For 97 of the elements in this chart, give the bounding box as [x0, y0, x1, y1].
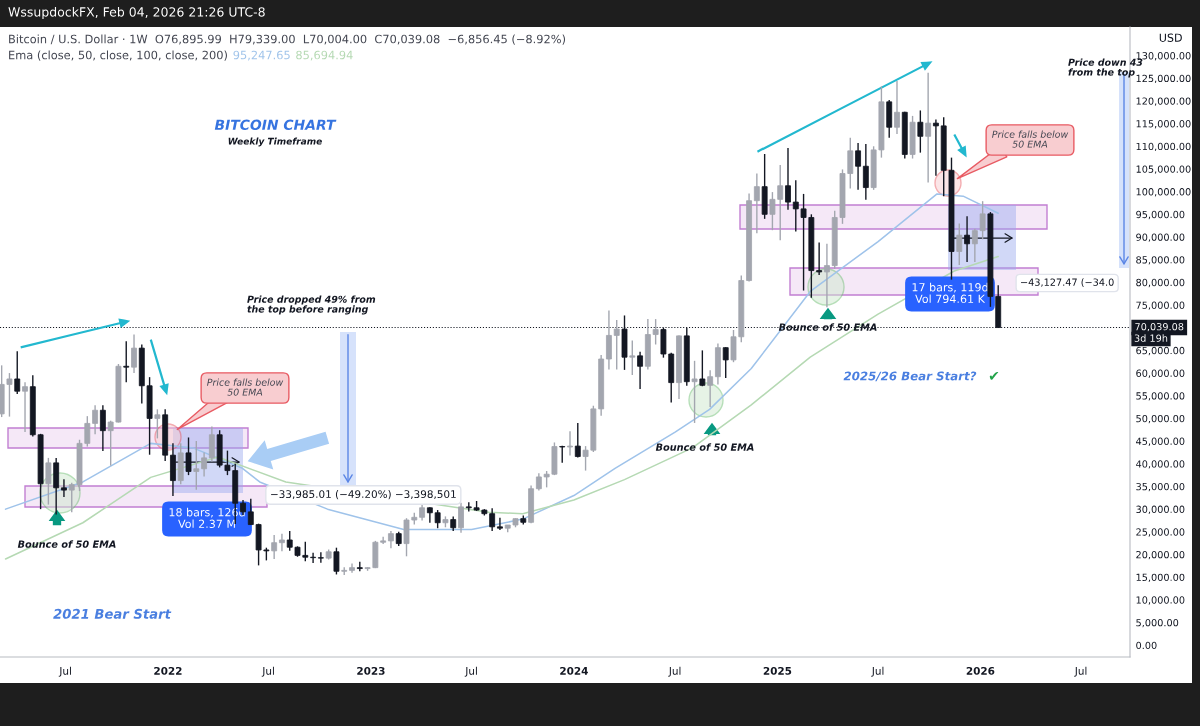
text: BITCOIN CHART: [214, 119, 337, 131]
candlestick: [707, 369, 714, 408]
candlestick: [894, 80, 900, 135]
annotation: Ema (close, 50, close, 100, close, 200): [9, 50, 227, 61]
y-tick-label: 45,000.00: [1136, 437, 1185, 446]
candlestick: [637, 351, 643, 390]
annotation: ✔: [989, 372, 999, 380]
ref-line-label: 70,039.08: [1135, 323, 1184, 332]
y-tick-label: 95,000.00: [1136, 210, 1185, 220]
y-tick-label: 80,000.00: [1136, 278, 1185, 288]
annotation: Price falls below 50 EMA: [992, 130, 1069, 148]
y-tick-label: 55,000.00: [1136, 392, 1185, 401]
annotation: Bounce of 50 EMA: [655, 443, 754, 451]
y-tick-label: 25,000.00: [1136, 528, 1185, 537]
x-tick-label: 2022: [154, 666, 182, 675]
candlestick: [917, 109, 924, 154]
y-tick-label: 0.00: [1136, 641, 1157, 650]
x-tick-label: 2024: [560, 666, 588, 675]
candlestick: [458, 502, 464, 534]
candlestick: [497, 517, 503, 531]
x-tick-label: Jul: [464, 666, 477, 677]
candlestick: [722, 346, 729, 379]
candlestick: [629, 339, 636, 376]
y-tick-label: 115,000.00: [1136, 120, 1191, 129]
candlestick: [154, 408, 161, 440]
candlestick: [855, 142, 861, 191]
candlestick: [45, 457, 52, 506]
annotation: 2025/26 Bear Start?: [843, 371, 977, 382]
annotation: 85,694.94: [296, 50, 353, 61]
y-tick-label: 40,000.00: [1136, 460, 1185, 469]
annotation: Bitcoin / U.S. Dollar · 1W O76,895.99 H79,339.00 L70,004.00 C70,039.08 −6,856.45 (−8.92%): [9, 34, 566, 45]
candlestick: [14, 350, 21, 395]
candlestick: [333, 546, 340, 576]
annotation: Price dropped 49% from the top before ranging: [247, 295, 376, 315]
candlestick: [933, 118, 939, 177]
candlestick: [753, 172, 760, 235]
y-tick-label: 30,000.00: [1136, 505, 1185, 514]
candlestick: [434, 509, 441, 529]
text: WssupdockFX, Feb 04, 2026 21:26 UTC-8: [8, 6, 265, 20]
candlestick: [271, 534, 278, 560]
x-tick-label: 2023: [357, 666, 385, 675]
annotation: Bounce of 50 EMA: [778, 323, 877, 331]
text: Weekly Timeframe: [228, 137, 322, 147]
candlestick: [201, 451, 208, 478]
x-tick-label: Jul: [58, 666, 71, 677]
candlestick: [317, 551, 324, 564]
y-tick-label: 105,000.00: [1136, 165, 1191, 174]
candlestick: [99, 404, 106, 452]
y-tick-label: 20,000.00: [1136, 550, 1185, 560]
candlestick: [613, 319, 620, 371]
y-tick-label: 85,000.00: [1136, 256, 1185, 265]
annotation: 95,247.65: [233, 50, 290, 61]
annotation: −33,985.01 (−49.20%) −3,398,501: [271, 489, 456, 500]
y-tick-label: 75,000.00: [1136, 301, 1185, 310]
candlestick: [208, 425, 215, 463]
x-tick-label: Jul: [871, 666, 884, 677]
y-tick-label: 15,000.00: [1136, 573, 1185, 582]
annotation: −43,127.47 (−34.0: [1021, 278, 1114, 287]
candlestick: [691, 360, 698, 424]
candlestick: [22, 381, 28, 433]
y-tick-label: 90,000.00: [1136, 233, 1185, 242]
annotation: Bounce of 50 EMA: [17, 540, 116, 548]
candlestick: [193, 440, 200, 491]
y-tick-label: 35,000.00: [1136, 482, 1185, 492]
candlestick: [279, 532, 285, 553]
x-tick-label: Jul: [1074, 666, 1087, 677]
text: 3d 19h: [1134, 334, 1168, 342]
candlestick: [699, 349, 706, 387]
x-tick-label: Jul: [668, 666, 681, 677]
candlestick: [956, 222, 963, 266]
y-axis-title: USD: [1159, 33, 1182, 42]
y-tick-label: 100,000.00: [1136, 188, 1191, 197]
y-tick-label: 10,000.00: [1136, 596, 1185, 605]
candlestick: [574, 422, 581, 459]
y-tick-label: 110,000.00: [1136, 142, 1191, 152]
line-series: [4, 193, 999, 531]
candlestick: [824, 243, 830, 308]
candlestick: [131, 333, 137, 374]
y-tick-label: 50,000.00: [1136, 414, 1185, 424]
candlestick: [567, 430, 573, 457]
candlestick: [862, 143, 869, 201]
y-tick-label: 120,000.00: [1136, 97, 1191, 106]
candlestick: [426, 506, 433, 524]
x-tick-label: 2025: [763, 666, 792, 675]
y-tick-label: 5,000.00: [1136, 619, 1179, 628]
candlestick: [606, 309, 612, 371]
candlestick: [61, 478, 67, 498]
annotation: 2021 Bear Start: [53, 608, 172, 619]
candlestick: [92, 404, 99, 435]
y-tick-label: 65,000.00: [1136, 346, 1185, 356]
candlestick: [123, 340, 130, 383]
y-tick-label: 60,000.00: [1136, 369, 1185, 378]
candlestick: [925, 72, 932, 184]
candlestick: [785, 147, 791, 211]
annotation: Price falls below 50 EMA: [207, 378, 284, 396]
x-tick-label: Jul: [261, 666, 274, 677]
x-tick-label: 2026: [966, 666, 995, 675]
